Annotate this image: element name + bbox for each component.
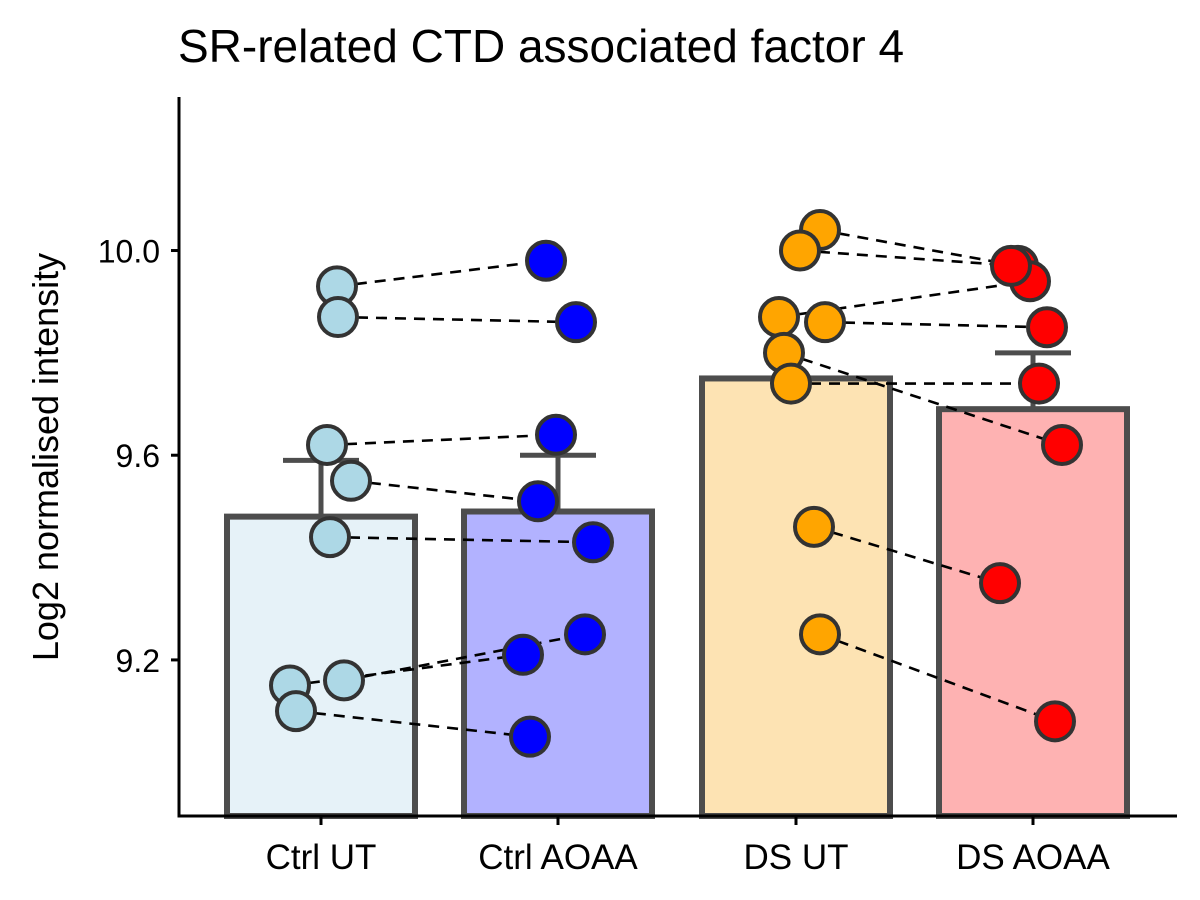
data-point [1041,423,1083,466]
pair-line-15 [813,525,1001,585]
pair-line-13 [783,351,1063,447]
pair-line-12 [824,320,1048,329]
y-tick-label: 9.2 [116,643,160,679]
data-point [1018,362,1060,405]
data-point [799,613,841,656]
chart-title: SR-related CTD associated factor 4 [178,20,904,72]
data-point [979,562,1021,605]
pair-line-5 [329,535,594,544]
data-point [555,301,597,344]
pair-line-4 [350,479,539,503]
data-point [517,480,559,523]
y-axis-label: Log2 normalised intensity [25,253,66,661]
pair-line-3 [326,433,557,447]
pair-line-9 [819,228,1019,268]
pair-line-10 [799,249,1019,268]
data-point [572,521,614,564]
data-point [770,362,812,405]
data-point [779,229,821,272]
y-tick-label: 10.0 [98,234,160,270]
bar-1 [224,513,418,819]
data-point [990,244,1032,287]
y-tick-label: 9.6 [116,438,160,474]
data-point [804,301,846,344]
data-point [323,659,365,702]
data-point [793,505,835,548]
data-point [564,613,606,656]
data-point [330,459,372,502]
pair-line-8 [295,709,531,738]
pair-line-2 [337,315,577,324]
bar-2 [461,508,655,819]
data-point [502,633,544,676]
data-point [535,413,577,456]
data-point [275,690,317,733]
data-point [306,423,348,466]
axes-layer [177,97,1177,818]
bar-4 [936,406,1130,819]
bar-3 [699,375,893,819]
data-point [509,715,551,758]
data-point [1034,700,1076,743]
y-ticks: 9.2 9.6 10.0 [98,234,179,679]
x-tick-label: DS UT [744,838,849,877]
x-tick-label: Ctrl AOAA [478,838,638,877]
pair-line-1 [336,259,547,288]
data-point [758,296,800,339]
data-point [525,239,567,282]
x-tick-label: DS AOAA [956,838,1110,877]
points-layer [269,209,1083,758]
pair-line-16 [819,633,1056,723]
data-point [317,296,359,339]
data-point [1026,306,1068,349]
x-tick-label: Ctrl UT [266,838,377,877]
x-ticks: Ctrl UT Ctrl AOAA DS UT DS AOAA [266,816,1110,877]
data-point [309,516,351,559]
